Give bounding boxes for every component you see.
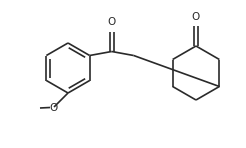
Text: O: O bbox=[192, 12, 200, 21]
Text: O: O bbox=[108, 17, 116, 27]
Text: O: O bbox=[49, 103, 57, 113]
